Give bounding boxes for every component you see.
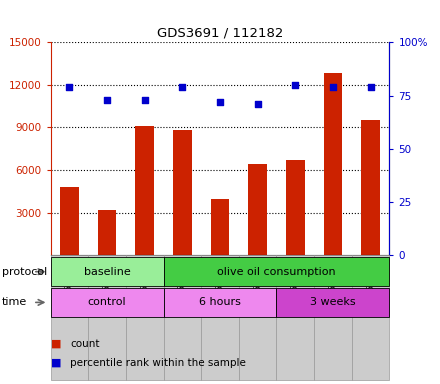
Text: GSM266996: GSM266996 (65, 262, 74, 316)
Point (66, 84, 73, 90)
Bar (211, 199, 229, 255)
Text: percentile rank within the sample: percentile rank within the sample (70, 358, 246, 368)
Point (254, 101, 261, 107)
FancyBboxPatch shape (51, 288, 164, 317)
Text: GSM267000: GSM267000 (216, 262, 224, 316)
FancyBboxPatch shape (276, 255, 314, 380)
Point (103, 97, 110, 103)
Text: GSM267002: GSM267002 (291, 262, 300, 316)
Text: 3 weeks: 3 weeks (310, 297, 356, 308)
Bar (286, 160, 305, 255)
Text: GSM266998: GSM266998 (140, 262, 149, 316)
Text: 6 hours: 6 hours (199, 297, 241, 308)
Text: time: time (2, 297, 27, 308)
FancyBboxPatch shape (164, 255, 201, 380)
Text: ■: ■ (51, 339, 61, 349)
FancyBboxPatch shape (314, 255, 352, 380)
FancyBboxPatch shape (51, 255, 88, 380)
Text: olive oil consumption: olive oil consumption (217, 266, 336, 277)
Bar (98, 210, 117, 255)
Text: GSM267003: GSM267003 (328, 262, 337, 316)
Bar (60, 187, 79, 255)
Point (292, 82, 299, 88)
FancyBboxPatch shape (51, 257, 164, 286)
Text: GSM267004: GSM267004 (366, 262, 375, 316)
Text: ■: ■ (51, 358, 61, 368)
Point (367, 84, 374, 90)
Point (179, 84, 186, 90)
Text: protocol: protocol (2, 266, 48, 277)
FancyBboxPatch shape (352, 255, 389, 380)
FancyBboxPatch shape (126, 255, 164, 380)
Text: control: control (88, 297, 126, 308)
FancyBboxPatch shape (201, 255, 239, 380)
FancyBboxPatch shape (164, 257, 389, 286)
Bar (248, 164, 267, 255)
Bar (173, 130, 192, 255)
FancyBboxPatch shape (164, 288, 276, 317)
FancyBboxPatch shape (88, 255, 126, 380)
Point (330, 84, 337, 90)
Point (141, 97, 148, 103)
Bar (323, 73, 342, 255)
Text: baseline: baseline (84, 266, 130, 277)
Bar (361, 120, 380, 255)
Text: GSM266999: GSM266999 (178, 262, 187, 316)
Point (216, 99, 224, 105)
Title: GDS3691 / 112182: GDS3691 / 112182 (157, 26, 283, 40)
FancyBboxPatch shape (239, 255, 276, 380)
Text: count: count (70, 339, 100, 349)
Bar (136, 126, 154, 255)
Text: GSM267001: GSM267001 (253, 262, 262, 316)
FancyBboxPatch shape (276, 288, 389, 317)
Text: GSM266997: GSM266997 (103, 262, 112, 316)
